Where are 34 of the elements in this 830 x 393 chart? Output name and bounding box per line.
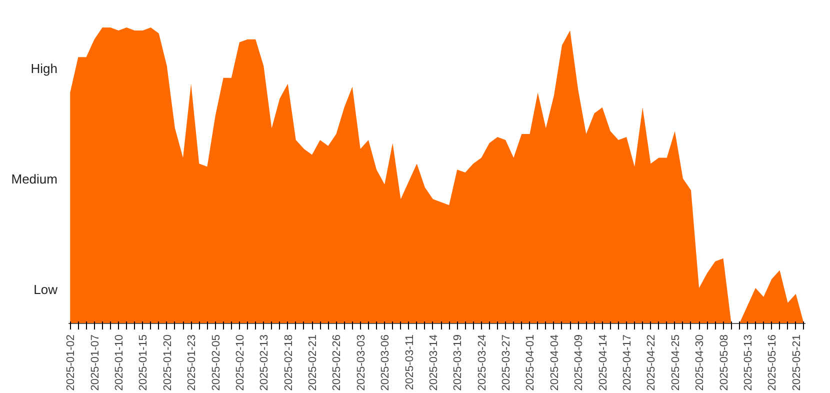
x-tick-label: 2025-01-02 (65, 334, 78, 391)
x-tick-label: 2025-04-17 (621, 334, 634, 391)
x-tick-label: 2025-03-06 (380, 334, 392, 391)
x-tick-label: 2025-02-10 (234, 334, 246, 391)
x-tick-label: 2025-05-13 (742, 334, 754, 391)
text: Medium (11, 171, 58, 186)
x-tick-label: 2025-01-15 (138, 334, 150, 391)
x-tick-label: 2025-02-05 (210, 334, 222, 391)
x-tick-label: 2025-02-13 (258, 334, 271, 391)
x-tick-label: 2025-03-27 (500, 334, 513, 391)
x-tick-label: 2025-04-22 (646, 334, 658, 391)
x-tick-label: 2025-04-01 (524, 334, 537, 391)
x-tick-label: 2025-04-14 (597, 334, 610, 391)
x-tick-label: 2025-03-11 (404, 334, 416, 390)
x-tick-label: 2025-02-18 (282, 334, 295, 391)
x-tick-label: 2025-01-07 (89, 334, 102, 391)
x-tick-label: 2025-03-19 (452, 334, 464, 391)
x-tick-label: 2025-04-04 (548, 334, 561, 391)
x-tick-label: 2025-03-24 (476, 334, 488, 391)
x-tick-label: 2025-02-26 (331, 334, 344, 391)
text: Low (34, 282, 58, 297)
x-tick-label: 2025-05-16 (766, 334, 779, 391)
x-tick-label: 2025-04-30 (694, 334, 706, 391)
x-tick-label: 2025-01-10 (113, 334, 126, 391)
x-tick-label: 2025-01-20 (162, 334, 174, 391)
x-tick-label: 2025-04-09 (573, 334, 586, 391)
x-tick-label: 2025-02-21 (307, 334, 320, 391)
text: High (30, 60, 58, 76)
x-tick-label: 2025-03-14 (428, 334, 440, 391)
x-tick-label: 2025-05-21 (790, 334, 803, 391)
x-tick-label: 2025-05-08 (718, 334, 730, 391)
x-tick-label: 2025-03-03 (355, 334, 368, 391)
x-tick-label: 2025-04-25 (670, 334, 682, 391)
x-tick-label: 2025-01-23 (186, 334, 198, 391)
